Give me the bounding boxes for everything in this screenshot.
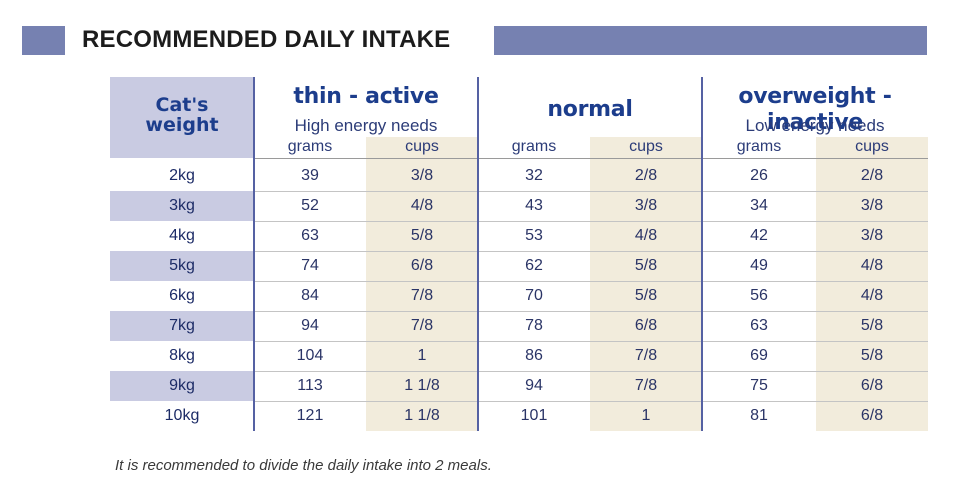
cups-cell: 4/8 <box>860 257 884 274</box>
weight-header-label: Cat's weight <box>145 94 219 136</box>
cups-cell: 5/8 <box>634 287 658 304</box>
grams-cell: 32 <box>525 167 543 184</box>
grams-cell: 84 <box>301 287 319 304</box>
grams-cell: 49 <box>750 257 768 274</box>
grams-cell: 63 <box>301 227 319 244</box>
group-subtitle-overweight-inactive: Low energy needs <box>745 116 885 135</box>
cups-cell: 3/8 <box>410 167 434 184</box>
weight-row-highlight <box>110 251 254 281</box>
row-divider <box>254 191 928 192</box>
weight-cell: 4kg <box>169 227 195 244</box>
unit-label-cups: cups <box>855 138 889 155</box>
unit-label-grams: grams <box>287 138 333 155</box>
weight-cell: 10kg <box>164 407 200 424</box>
cups-column-shade <box>816 137 928 431</box>
grams-cell: 78 <box>525 317 543 334</box>
cups-cell: 6/8 <box>634 317 658 334</box>
cups-cell: 4/8 <box>634 227 658 244</box>
grams-cell: 69 <box>750 347 768 364</box>
column-divider <box>477 77 479 431</box>
unit-label-grams: grams <box>736 138 782 155</box>
cups-cell: 6/8 <box>860 377 884 394</box>
grams-cell: 56 <box>750 287 768 304</box>
grams-cell: 86 <box>525 347 543 364</box>
cups-cell: 5/8 <box>410 227 434 244</box>
group-subtitle-thin-active: High energy needs <box>294 116 438 135</box>
cups-cell: 2/8 <box>634 167 658 184</box>
weight-cell: 7kg <box>169 317 195 334</box>
cups-cell: 7/8 <box>634 377 658 394</box>
weight-cell: 2kg <box>169 167 195 184</box>
cups-cell: 5/8 <box>860 317 884 334</box>
unit-label-cups: cups <box>629 138 663 155</box>
grams-cell: 81 <box>750 407 768 424</box>
cups-cell: 1 1/8 <box>404 377 440 394</box>
weight-row-highlight <box>110 371 254 401</box>
column-divider <box>701 77 703 431</box>
grams-cell: 113 <box>297 377 323 394</box>
grams-cell: 39 <box>301 167 319 184</box>
cups-cell: 7/8 <box>410 317 434 334</box>
row-divider <box>254 341 928 342</box>
cups-cell: 4/8 <box>860 287 884 304</box>
weight-cell: 5kg <box>169 257 195 274</box>
header-bar-right <box>494 26 927 55</box>
grams-cell: 94 <box>525 377 543 394</box>
cups-cell: 3/8 <box>860 197 884 214</box>
page-title: RECOMMENDED DAILY INTAKE <box>82 26 451 53</box>
cups-cell: 5/8 <box>634 257 658 274</box>
weight-row-highlight <box>110 191 254 221</box>
unit-label-cups: cups <box>405 138 439 155</box>
row-divider <box>254 221 928 222</box>
grams-cell: 42 <box>750 227 768 244</box>
grams-cell: 75 <box>750 377 768 394</box>
row-divider <box>254 401 928 402</box>
row-divider <box>254 251 928 252</box>
cups-column-shade <box>366 137 478 431</box>
cups-cell: 2/8 <box>860 167 884 184</box>
grams-cell: 70 <box>525 287 543 304</box>
weight-row-highlight <box>110 311 254 341</box>
cups-cell: 6/8 <box>860 407 884 424</box>
cups-column-shade <box>590 137 702 431</box>
cups-cell: 7/8 <box>634 347 658 364</box>
cups-cell: 6/8 <box>410 257 434 274</box>
grams-cell: 53 <box>525 227 543 244</box>
grams-cell: 94 <box>301 317 319 334</box>
cups-cell: 3/8 <box>634 197 658 214</box>
weight-cell: 3kg <box>169 197 195 214</box>
cups-cell: 5/8 <box>860 347 884 364</box>
footnote: It is recommended to divide the daily in… <box>115 457 492 474</box>
cups-cell: 1 <box>417 347 427 364</box>
grams-cell: 74 <box>301 257 319 274</box>
grams-cell: 62 <box>525 257 543 274</box>
weight-header-cell <box>110 77 254 158</box>
grams-cell: 121 <box>296 407 324 424</box>
cups-cell: 3/8 <box>860 227 884 244</box>
header-bar-left <box>22 26 65 55</box>
unit-label-grams: grams <box>511 138 557 155</box>
weight-cell: 9kg <box>169 377 195 394</box>
cups-cell: 1 <box>641 407 651 424</box>
grams-cell: 63 <box>750 317 768 334</box>
grams-cell: 101 <box>520 407 548 424</box>
grams-cell: 52 <box>301 197 319 214</box>
header-divider <box>254 158 928 159</box>
group-title-normal: normal <box>547 97 633 122</box>
row-divider <box>254 371 928 372</box>
weight-cell: 6kg <box>169 287 195 304</box>
grams-cell: 34 <box>750 197 768 214</box>
column-divider <box>253 77 255 431</box>
grams-cell: 26 <box>750 167 768 184</box>
group-title-overweight-inactive: overweight - inactive <box>738 84 892 135</box>
row-divider <box>254 311 928 312</box>
group-title-thin-active: thin - active <box>293 84 439 109</box>
grams-cell: 104 <box>296 347 324 364</box>
cups-cell: 4/8 <box>410 197 434 214</box>
cups-cell: 1 1/8 <box>404 407 440 424</box>
weight-cell: 8kg <box>169 347 195 364</box>
cups-cell: 7/8 <box>410 287 434 304</box>
row-divider <box>254 281 928 282</box>
grams-cell: 43 <box>525 197 543 214</box>
